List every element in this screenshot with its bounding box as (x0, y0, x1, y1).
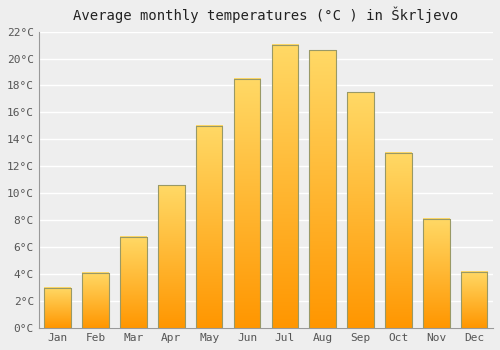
Bar (272, 45, 298, 328)
Bar (348, 92, 374, 328)
Bar (423, 219, 450, 328)
Bar (158, 185, 184, 328)
Bar (385, 153, 411, 328)
Bar (461, 272, 487, 328)
Bar (234, 79, 260, 328)
Bar (82, 273, 109, 328)
Bar (423, 219, 450, 328)
Bar (44, 288, 71, 328)
Title: Average monthly temperatures (°C ) in Škrljevo: Average monthly temperatures (°C ) in Šk… (74, 7, 458, 23)
Bar (348, 92, 374, 328)
Bar (310, 50, 336, 328)
Bar (461, 272, 487, 328)
Bar (158, 185, 184, 328)
Bar (196, 126, 222, 328)
Bar (44, 288, 71, 328)
Bar (196, 126, 222, 328)
Bar (82, 273, 109, 328)
Bar (310, 50, 336, 328)
Bar (272, 45, 298, 328)
Bar (234, 79, 260, 328)
Bar (120, 237, 146, 328)
Bar (385, 153, 411, 328)
Bar (120, 237, 146, 328)
